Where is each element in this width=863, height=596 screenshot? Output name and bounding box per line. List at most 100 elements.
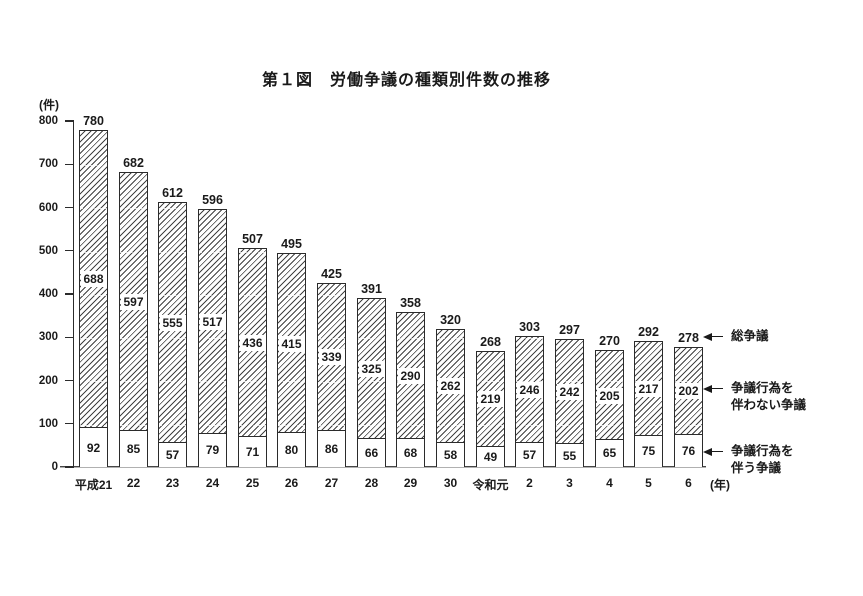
bar-total-label: 292: [638, 324, 659, 339]
gridline-dash: [516, 381, 543, 383]
gridline-dash: [80, 165, 107, 167]
gridline-dash: [239, 294, 266, 296]
bar-bottom-segment-value: 85: [120, 430, 147, 467]
y-tick-label: 500: [38, 244, 58, 257]
gridline-dash: [556, 424, 583, 426]
left-arrow-icon: [703, 447, 723, 456]
y-tick-mark: [65, 163, 74, 165]
gridline-dash: [159, 294, 186, 296]
bar-group: 57 246 303: [515, 320, 544, 467]
bar-total-label: 278: [678, 330, 699, 345]
gridline-dash: [120, 208, 147, 210]
bar-middle-segment-value: 242: [556, 383, 583, 400]
y-tick-label: 400: [38, 288, 58, 300]
gridline-dash: [278, 381, 305, 383]
y-tick-mark: [65, 120, 74, 122]
y-tick-mark: [65, 293, 74, 295]
gridline-dash: [516, 338, 543, 340]
bar-middle-segment-value: 339: [318, 349, 345, 366]
bar-total-label: 612: [162, 186, 183, 201]
gridline-dash: [120, 424, 147, 426]
y-tick-mark: [65, 336, 74, 338]
gridline-dash: [80, 294, 107, 296]
gridline-dash: [358, 381, 385, 383]
x-tick-label: 29: [403, 476, 418, 490]
x-tick-label: 4: [606, 476, 613, 490]
x-tick-label: 6: [685, 476, 692, 490]
x-tick-label: 令和元: [472, 478, 509, 492]
y-tick-label: 300: [38, 331, 58, 344]
bar-middle-segment-value: 246: [516, 382, 543, 399]
bar-total-label: 320: [440, 312, 461, 327]
gridline-dash: [239, 424, 266, 426]
bar-bottom-segment-value: 79: [199, 432, 226, 467]
gridline-dash: [199, 294, 226, 296]
bar-bottom-segment-value: 57: [159, 442, 186, 467]
gridline-dash: [516, 424, 543, 426]
y-tick-mark: [65, 466, 74, 468]
x-tick-label: 3: [566, 476, 573, 490]
bar-group: 80 415 495: [277, 237, 306, 467]
gridline-dash: [556, 381, 583, 383]
annotation-label: 総争議: [731, 329, 769, 343]
bar-middle-segment-value: 219: [477, 391, 504, 408]
gridline-dash: [199, 424, 226, 426]
gridline-dash: [80, 424, 107, 426]
bar-bottom-segment-value: 92: [80, 427, 107, 467]
bar-group: 55 242 297: [555, 323, 584, 467]
gridline-dash: [159, 208, 186, 210]
bar-total-label: 358: [400, 296, 421, 311]
bar-middle-segment-value: 555: [159, 315, 186, 332]
bar-total-label: 596: [202, 193, 223, 208]
gridline-dash: [278, 424, 305, 426]
x-tick-label: 23: [165, 476, 180, 490]
bar-middle-segment-value: 688: [80, 271, 107, 288]
gridline-dash: [80, 338, 107, 340]
gridline-dash: [80, 208, 107, 210]
x-tick-label: 5: [645, 476, 652, 490]
gridline-dash: [318, 295, 345, 296]
bar-middle-segment-value: 205: [596, 387, 623, 404]
bar-middle-segment-value: 262: [437, 378, 464, 395]
bar-total-label: 507: [242, 231, 263, 246]
gridline-dash: [80, 381, 107, 383]
bar-total-label: 268: [480, 335, 501, 350]
bar-group: 68 290 358: [396, 296, 425, 467]
annotation-label: 争議行為を 伴う争議: [731, 444, 794, 475]
annotation-label: 争議行為を 伴わない争議: [731, 381, 807, 412]
bar-middle-segment-value: 436: [239, 335, 266, 351]
bar-group: 79 517 596: [198, 193, 227, 467]
bar-bottom-segment-value: 49: [477, 445, 504, 467]
y-tick-label: 100: [38, 417, 58, 430]
gridline-dash: [437, 424, 464, 426]
bar-group: 65 205 270: [595, 334, 624, 467]
bar-middle-segment-value: 597: [120, 294, 147, 311]
bar-bottom-segment-value: 86: [318, 429, 345, 467]
bar-bottom-segment-value: 65: [596, 438, 623, 467]
gridline-dash: [596, 424, 623, 426]
x-tick-label: 30: [443, 476, 458, 490]
x-tick-label: 26: [284, 476, 299, 490]
x-tick-label: 22: [126, 476, 141, 490]
gridline-dash: [358, 424, 385, 426]
x-tick-label: 25: [245, 476, 260, 490]
gridline-dash: [239, 381, 266, 383]
gridline-dash: [477, 424, 504, 426]
bar-bottom-segment-value: 57: [516, 442, 543, 467]
bar-middle-segment-value: 202: [675, 383, 702, 400]
gridline-dash: [596, 381, 623, 383]
gridline-dash: [477, 381, 504, 383]
gridline-dash: [199, 381, 226, 383]
bar-group: 86 339 425: [317, 267, 346, 467]
bar-middle-segment-value: 415: [278, 335, 305, 352]
gridline-dash: [675, 381, 702, 383]
gridline-dash: [318, 381, 345, 383]
x-tick-label: 28: [364, 476, 379, 490]
gridline-dash: [318, 424, 345, 426]
y-tick-label: 0: [51, 461, 58, 473]
y-tick-label: 800: [38, 115, 58, 127]
bar-total-label: 425: [321, 267, 342, 282]
bar-bottom-segment-value: 68: [397, 437, 424, 467]
gridline-dash: [159, 251, 186, 253]
gridline-dash: [278, 294, 305, 296]
